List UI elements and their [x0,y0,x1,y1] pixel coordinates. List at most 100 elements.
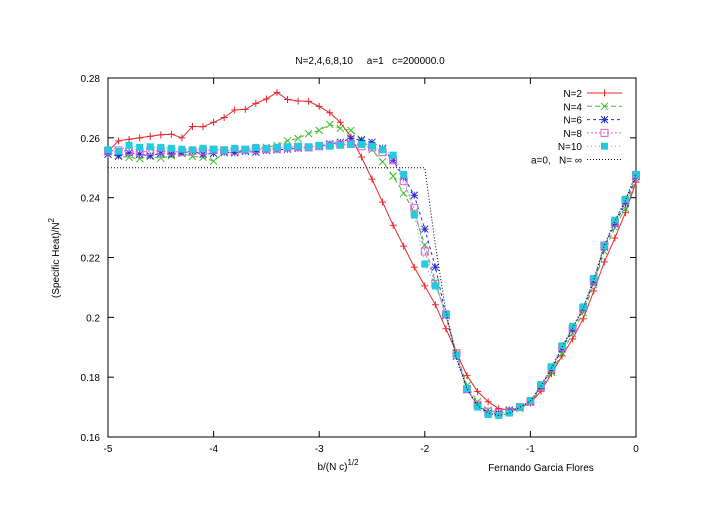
legend-entry: N=10 [558,142,622,153]
data-point [315,102,323,110]
legend-entry: N=6 [563,116,622,127]
data-point [156,149,165,158]
data-point [474,388,482,396]
data-point [199,123,207,131]
data-point [210,118,218,126]
x-tick-label: -2 [420,444,429,455]
y-tick-label: 0.22 [81,254,101,265]
x-tick-label: 0 [633,444,639,455]
data-point [294,142,302,150]
data-point [452,352,460,360]
data-point [537,381,545,389]
data-point [347,126,355,135]
data-point [621,195,629,203]
data-point [568,326,577,334]
data-point [136,143,144,151]
author-annotation: Fernando Garcia Flores [488,463,594,474]
y-axis-label-base: (Specific Heat)/N [51,222,62,298]
data-point [420,225,429,233]
data-point [368,138,376,147]
data-point [336,118,344,126]
data-point [463,385,471,393]
legend-marker [600,115,609,124]
y-tick-label: 0.16 [81,433,101,444]
data-point [231,106,239,114]
data-point [463,372,471,380]
data-point [347,140,355,148]
data-point [305,143,313,151]
data-point [157,131,165,139]
data-point [188,146,196,154]
data-point [220,146,228,154]
data-point [178,145,186,153]
data-point [326,109,334,117]
data-point [315,141,323,149]
data-point [136,134,144,142]
y-tick-label: 0.2 [86,313,100,324]
data-point [305,97,313,105]
data-point [210,145,218,153]
x-tick-label: -5 [104,444,113,455]
legend-label: N=6 [563,116,582,127]
data-point [357,140,365,148]
chart-title: N=2,4,6,8,10 a=1 c=200000.0 [295,56,445,67]
data-point [146,151,155,160]
data-point [241,145,249,153]
x-tick-label: -1 [526,444,535,455]
data-point [569,322,577,330]
series-1 [104,88,640,414]
series-5 [104,140,640,419]
data-point [516,403,524,411]
data-point [115,137,123,145]
data-point [368,175,376,183]
legend-marker [601,89,608,97]
data-point [558,342,566,350]
data-point [178,148,186,157]
data-point [252,99,260,107]
data-point [420,247,429,256]
series-6 [108,167,637,417]
data-point [178,134,186,142]
x-tick-label: -4 [209,444,218,455]
data-point [199,144,207,152]
legend-entry: N=4 [563,102,622,113]
data-point [611,216,619,224]
legend-marker [600,128,609,137]
data-point [104,150,112,159]
data-point [114,151,123,160]
data-point [230,148,239,157]
data-point [125,148,133,157]
x-axis-label: b/(N c)1/2 [317,458,359,473]
y-tick-label: 0.24 [81,194,101,205]
data-point [135,150,144,159]
data-point [326,142,334,150]
data-point [600,242,608,250]
legend-label: N=4 [563,102,582,113]
y-axis-label: (Specific Heat)/N2 [47,217,62,298]
data-point [431,263,440,271]
data-point [336,141,344,149]
data-point [410,263,418,271]
legend-label: N=2 [563,89,582,100]
data-point [220,113,228,121]
data-point [379,198,387,206]
data-point [357,136,366,145]
y-axis-label-superscript: 2 [47,217,56,222]
legend-entry: N=2 [563,89,622,100]
data-point [357,153,365,161]
data-point [579,303,587,311]
data-point [484,398,492,406]
data-point [273,88,281,96]
data-point [379,146,387,154]
y-tick-label: 0.26 [81,134,101,145]
data-point [252,143,260,151]
data-point [294,134,302,143]
data-point [325,120,334,129]
data-point [368,142,376,150]
legend-marker [600,102,609,111]
series-line [108,167,637,417]
data-point [611,220,619,228]
data-point [421,260,429,268]
data-point [399,189,408,198]
